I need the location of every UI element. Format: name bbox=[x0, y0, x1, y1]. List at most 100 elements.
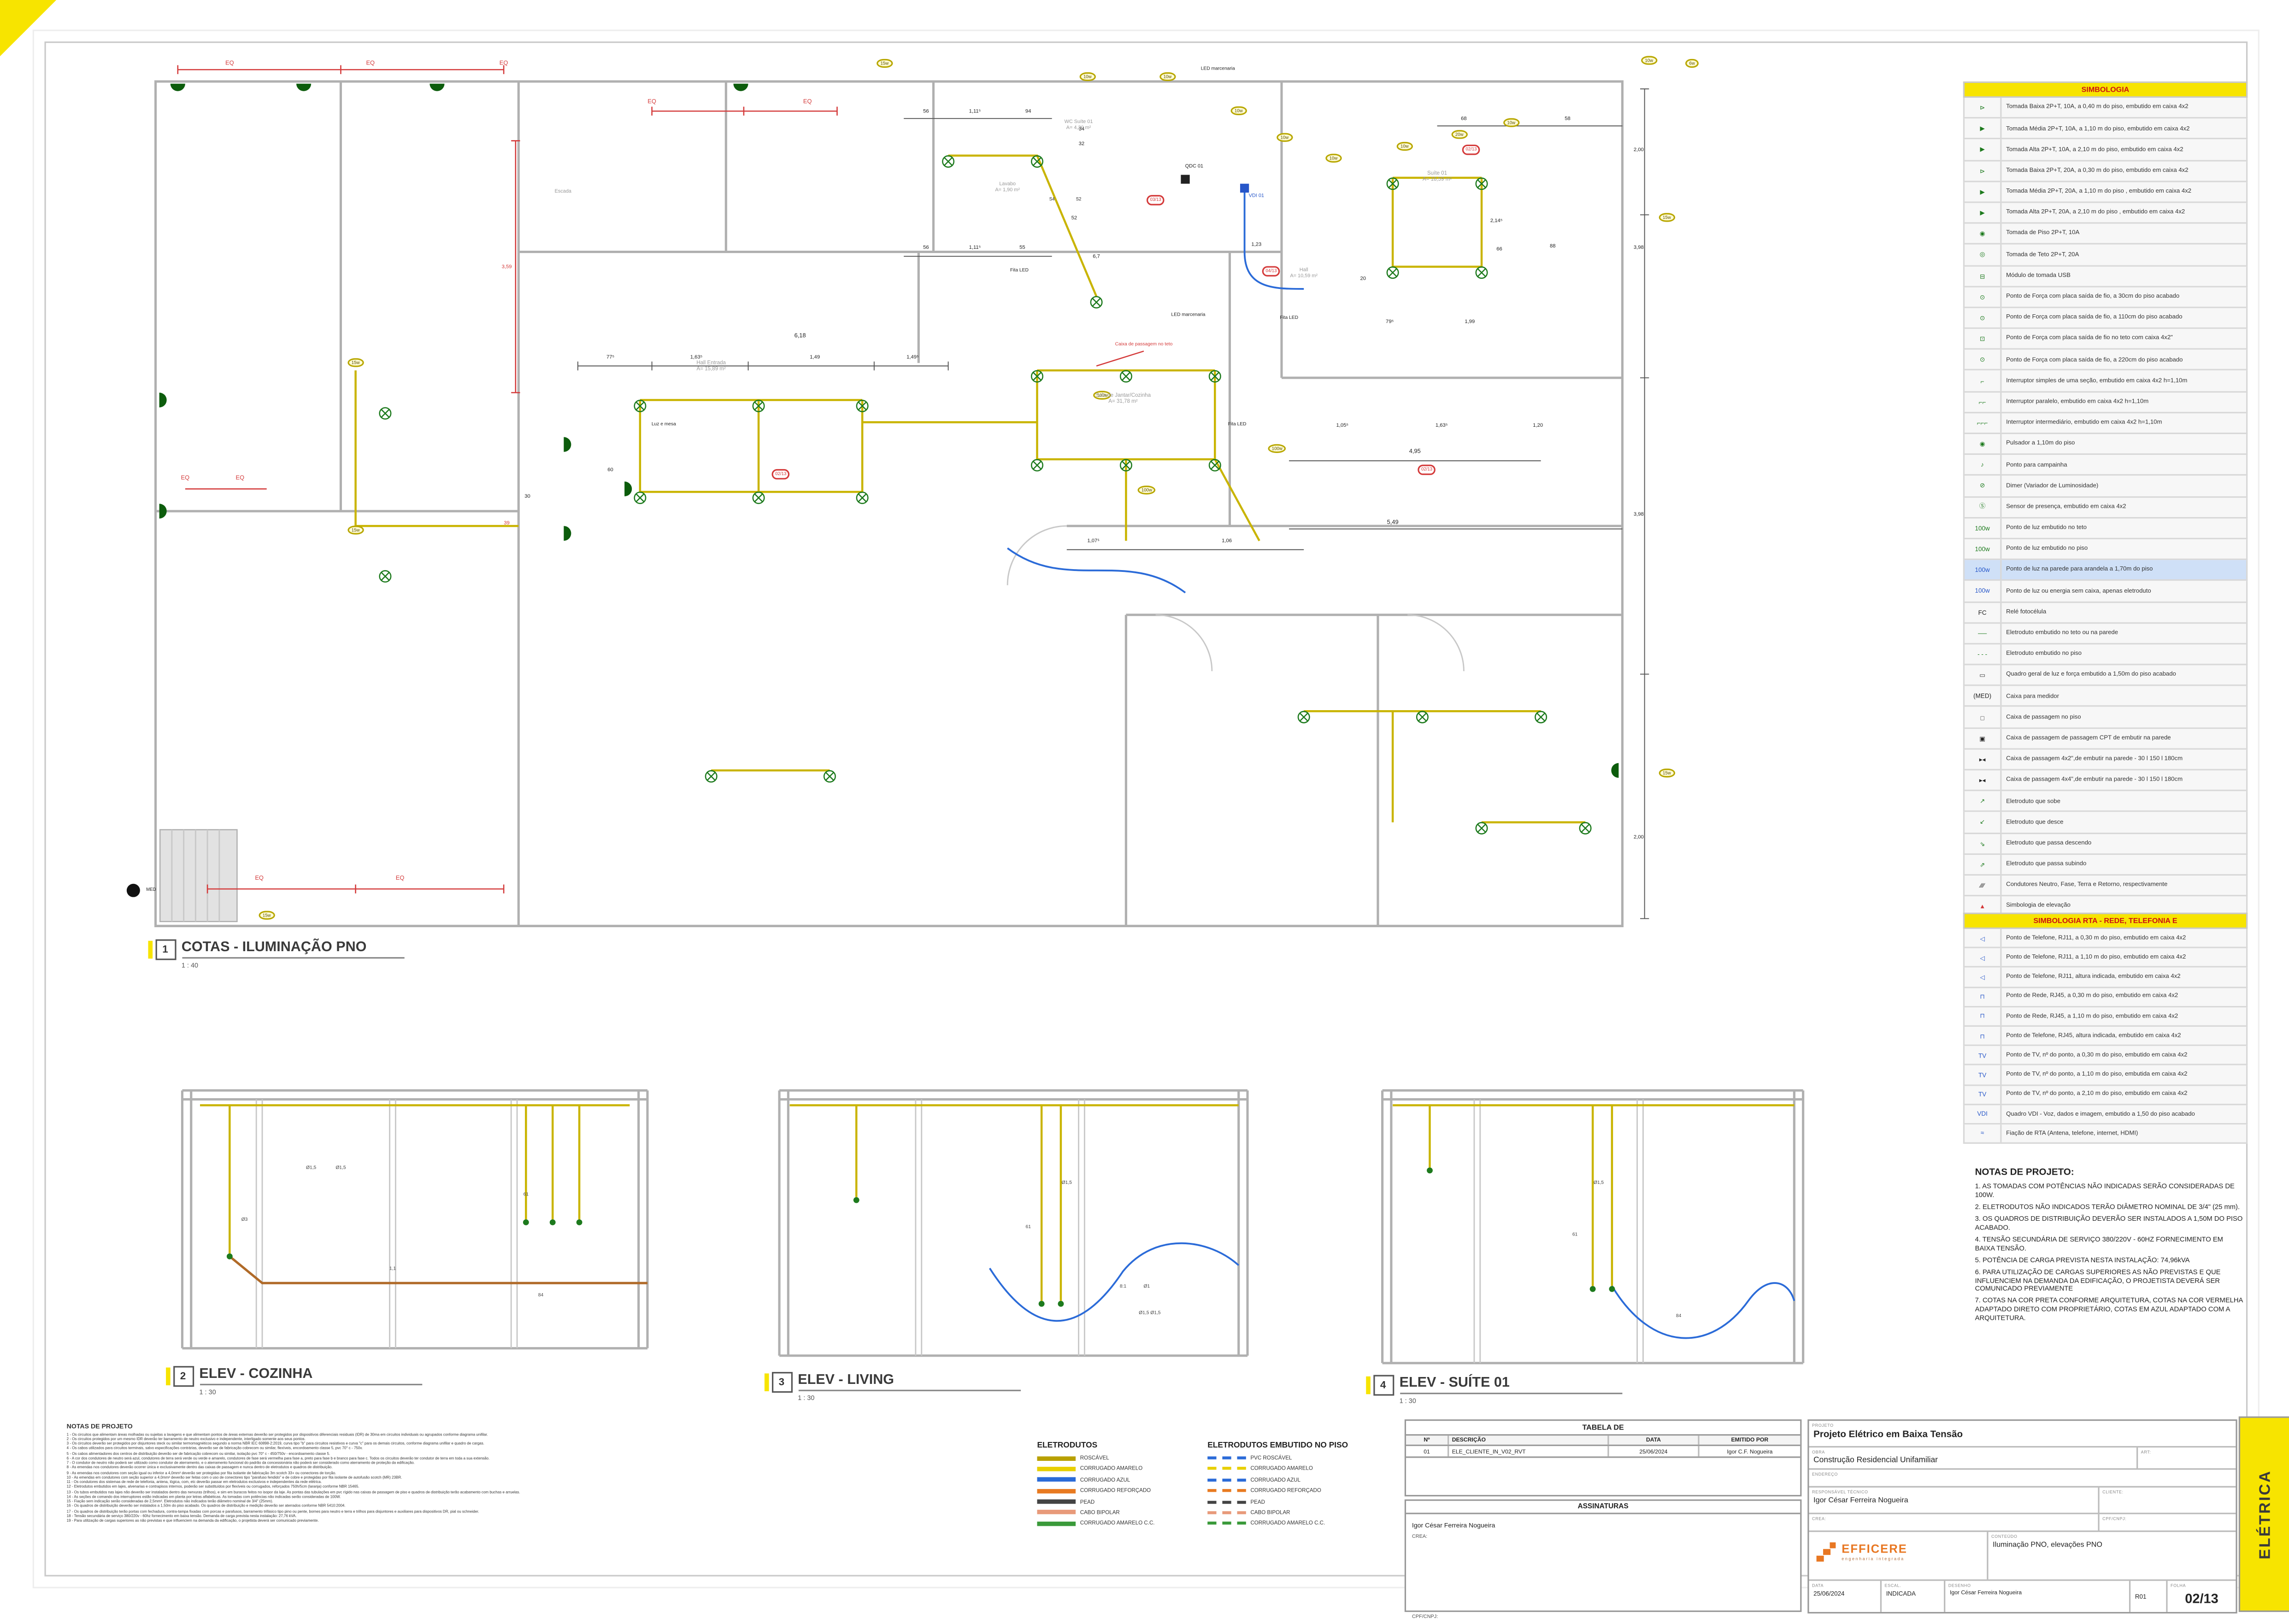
legend-row: ≈ Fiação de RTA (Antena, telefone, inter… bbox=[1963, 1124, 2248, 1144]
plan-annotation: 1,06 bbox=[1222, 538, 1232, 544]
wall-sconce-icon bbox=[733, 83, 748, 91]
folha-label: FOLHA bbox=[2170, 1582, 2186, 1589]
legend-row: ♪ Ponto para campainha bbox=[1963, 455, 2248, 477]
plan-annotation: 56 bbox=[923, 108, 929, 114]
conduit-color-swatch bbox=[1207, 1478, 1246, 1482]
plan-annotation: 55 bbox=[1019, 244, 1025, 251]
legend-symbol-icon: ▶ bbox=[1965, 182, 2002, 202]
ceiling-light-icon bbox=[1579, 816, 1592, 835]
general-notes-title: NOTAS DE PROJETO bbox=[66, 1422, 133, 1430]
plan-annotation: 66 bbox=[1496, 246, 1502, 252]
view-title-living: 3 ELEV - LIVING 1 : 30 bbox=[764, 1372, 1020, 1401]
plan-annotation: LED marcenaria bbox=[1171, 311, 1206, 318]
conduit-label: PEAD bbox=[1080, 1499, 1095, 1505]
conduit-legend-row: CORRUGADO REFORÇADO bbox=[1037, 1488, 1195, 1494]
legend-symbol-icon: 100w bbox=[1965, 518, 2002, 538]
legend-row: ▶ Tomada Média 2P+T, 10A, a 1,10 m do pi… bbox=[1963, 118, 2248, 140]
conduit-label: CORRUGADO AMARELO bbox=[1250, 1465, 1313, 1472]
legend-row-label: Ponto para campainha bbox=[2006, 460, 2067, 468]
legend-row-label: Eletroduto que passa subindo bbox=[2006, 859, 2087, 867]
plan-annotation: EQ bbox=[235, 473, 245, 481]
view-title-suite: 4 ELEV - SUÍTE 01 1 : 30 bbox=[1366, 1375, 1622, 1404]
legend-row: ∕∕∕∕ Condutores Neutro, Fase, Terra e Re… bbox=[1963, 875, 2248, 897]
legend-symbol-icon: ▣ bbox=[1965, 728, 2002, 748]
wattage-tag: 15w bbox=[877, 59, 893, 69]
general-note: 15 - Fiação sem indicação serão consider… bbox=[66, 1499, 273, 1504]
general-note: 2 - Os circuitos protegidos por um mesmo… bbox=[66, 1436, 306, 1442]
wall-sconce-icon bbox=[296, 83, 312, 91]
legend-symbol-icon: ⊳ bbox=[1965, 161, 2002, 181]
legend-row-label: Ponto de TV, nº do ponto, a 0,30 m do pi… bbox=[2006, 1050, 2188, 1058]
wall-sconce-icon bbox=[170, 83, 185, 91]
elevation-drawing bbox=[181, 1089, 649, 1350]
plan-annotation: EQ bbox=[647, 97, 656, 105]
general-notes-list: 1 - Os circuitos que alimentam áreas mol… bbox=[67, 1432, 1030, 1524]
revisao-value: R01 bbox=[2135, 1593, 2147, 1600]
legend-row-label: Ponto de Força com placa saída de fio no… bbox=[2006, 334, 2173, 341]
ceiling-light-icon bbox=[1090, 290, 1103, 309]
plan-annotation: EQ bbox=[499, 59, 508, 66]
legend-symbol-icon: ↗ bbox=[1965, 791, 2002, 811]
plan-annotation: 1,99 bbox=[1465, 318, 1475, 325]
data-value: 25/06/2024 bbox=[1813, 1589, 1845, 1597]
plan-annotation: Caixa de passagem no teto bbox=[1115, 341, 1173, 347]
wattage-tag: 10w bbox=[1641, 56, 1657, 66]
legend-row-label: Quadro VDI - Voz, dados e imagem, embuti… bbox=[2006, 1109, 2195, 1117]
ceiling-light-icon bbox=[941, 149, 955, 168]
ceiling-light-icon bbox=[1119, 453, 1133, 472]
project-note: 2. ELETRODUTOS NÃO INDICADOS TERÃO DIÂME… bbox=[1975, 1203, 2240, 1211]
legend-row: ▸◂ Caixa de passagem 4x4",de embutir na … bbox=[1963, 770, 2248, 792]
ceiling-light-icon bbox=[1534, 705, 1548, 724]
legend-row: 100w Ponto de luz embutido no teto bbox=[1963, 518, 2248, 540]
sheet-reference-marker: 02/13 bbox=[771, 469, 790, 479]
plan-annotation: Sala de Jantar/Cozinha A= 31,78 m² bbox=[1095, 392, 1151, 405]
plan-annotation: Hall A= 10,59 m² bbox=[1290, 267, 1318, 279]
plan-annotation: EQ bbox=[803, 97, 812, 105]
wattage-tag: 10w bbox=[1325, 153, 1342, 164]
conduit-color-swatch bbox=[1207, 1456, 1246, 1459]
legend-symbol-icon: 100w bbox=[1965, 560, 2002, 580]
conduit-floor-legend-title: ELETRODUTOS EMBUTIDO NO PISO bbox=[1207, 1442, 1348, 1451]
legend-symbol-icon: ∕∕∕∕ bbox=[1965, 875, 2002, 895]
legend-symbol-icon: FC bbox=[1965, 602, 2002, 622]
conduit-legend-row: PEAD bbox=[1207, 1499, 1394, 1505]
plan-annotation: EQ bbox=[255, 873, 264, 881]
responsavel-label: RESPONSÁVEL TÉCNICO bbox=[1812, 1489, 1868, 1495]
project-notes-title: NOTAS DE PROJETO: bbox=[1975, 1167, 2074, 1178]
plan-annotation: Fita LED bbox=[1228, 421, 1247, 427]
elevation-annotation: Ø1,5 bbox=[306, 1164, 317, 1171]
ceiling-light-icon bbox=[378, 401, 392, 420]
legend-symbol-icon: ⊓ bbox=[1965, 1026, 2002, 1045]
legend-symbol-icon: ◁ bbox=[1965, 968, 2002, 986]
plan-annotation: S4 bbox=[1049, 196, 1055, 202]
legend-row: (MED) Caixa para medidor bbox=[1963, 686, 2248, 707]
legend-row-label: Interruptor paralelo, embutido em caixa … bbox=[2006, 397, 2149, 405]
signature-crea-label: CREA: bbox=[1412, 1533, 1428, 1540]
conduit-junction-icon bbox=[1038, 1300, 1045, 1307]
panel-box-icon bbox=[1240, 183, 1249, 193]
conduit-junction-icon bbox=[853, 1197, 859, 1203]
legend-symbol-icon: 100w bbox=[1965, 581, 2002, 601]
legend-row-label: Ponto de Força com placa saída de fio, a… bbox=[2006, 313, 2183, 321]
ceiling-light-icon bbox=[1030, 364, 1044, 383]
conduit-legend-row: CABO BIPOLAR bbox=[1207, 1510, 1394, 1516]
plan-annotation: 1,63⁵ bbox=[1435, 422, 1448, 429]
conduit-legend-row: CORRUGADO AMARELO C.C. bbox=[1037, 1521, 1195, 1527]
plan-annotation: 3,98 bbox=[1633, 511, 1644, 518]
revision-date: 25/06/2024 bbox=[1609, 1447, 1700, 1456]
legend-symbol-icon: ▶ bbox=[1965, 203, 2002, 223]
wattage-tag: 15w bbox=[347, 358, 364, 368]
ceiling-light-icon bbox=[752, 394, 765, 412]
conduit-junction-icon bbox=[1609, 1286, 1615, 1292]
legend-row: ◁ Ponto de Telefone, RJ11, a 1,10 m do p… bbox=[1963, 948, 2248, 968]
legend-row-label: Fiação de RTA (Antena, telefone, interne… bbox=[2006, 1128, 2138, 1136]
legend-row-label: Tomada Média 2P+T, 10A, a 1,10 m do piso… bbox=[2006, 124, 2190, 131]
wattage-tag: 10w bbox=[1159, 72, 1176, 82]
ceiling-light-icon bbox=[378, 564, 392, 583]
general-note: 14 - As seções de comando dos interrupto… bbox=[66, 1495, 341, 1499]
legend-row: ⇗ Eletroduto que passa subindo bbox=[1963, 854, 2248, 876]
legend-row-label: Sensor de presença, embutido em caixa 4x… bbox=[2006, 502, 2126, 510]
legend-row-label: Ponto de luz na parede para arandela a 1… bbox=[2006, 565, 2153, 573]
legend-row-label: Interruptor intermediário, embutido em c… bbox=[2006, 418, 2162, 426]
